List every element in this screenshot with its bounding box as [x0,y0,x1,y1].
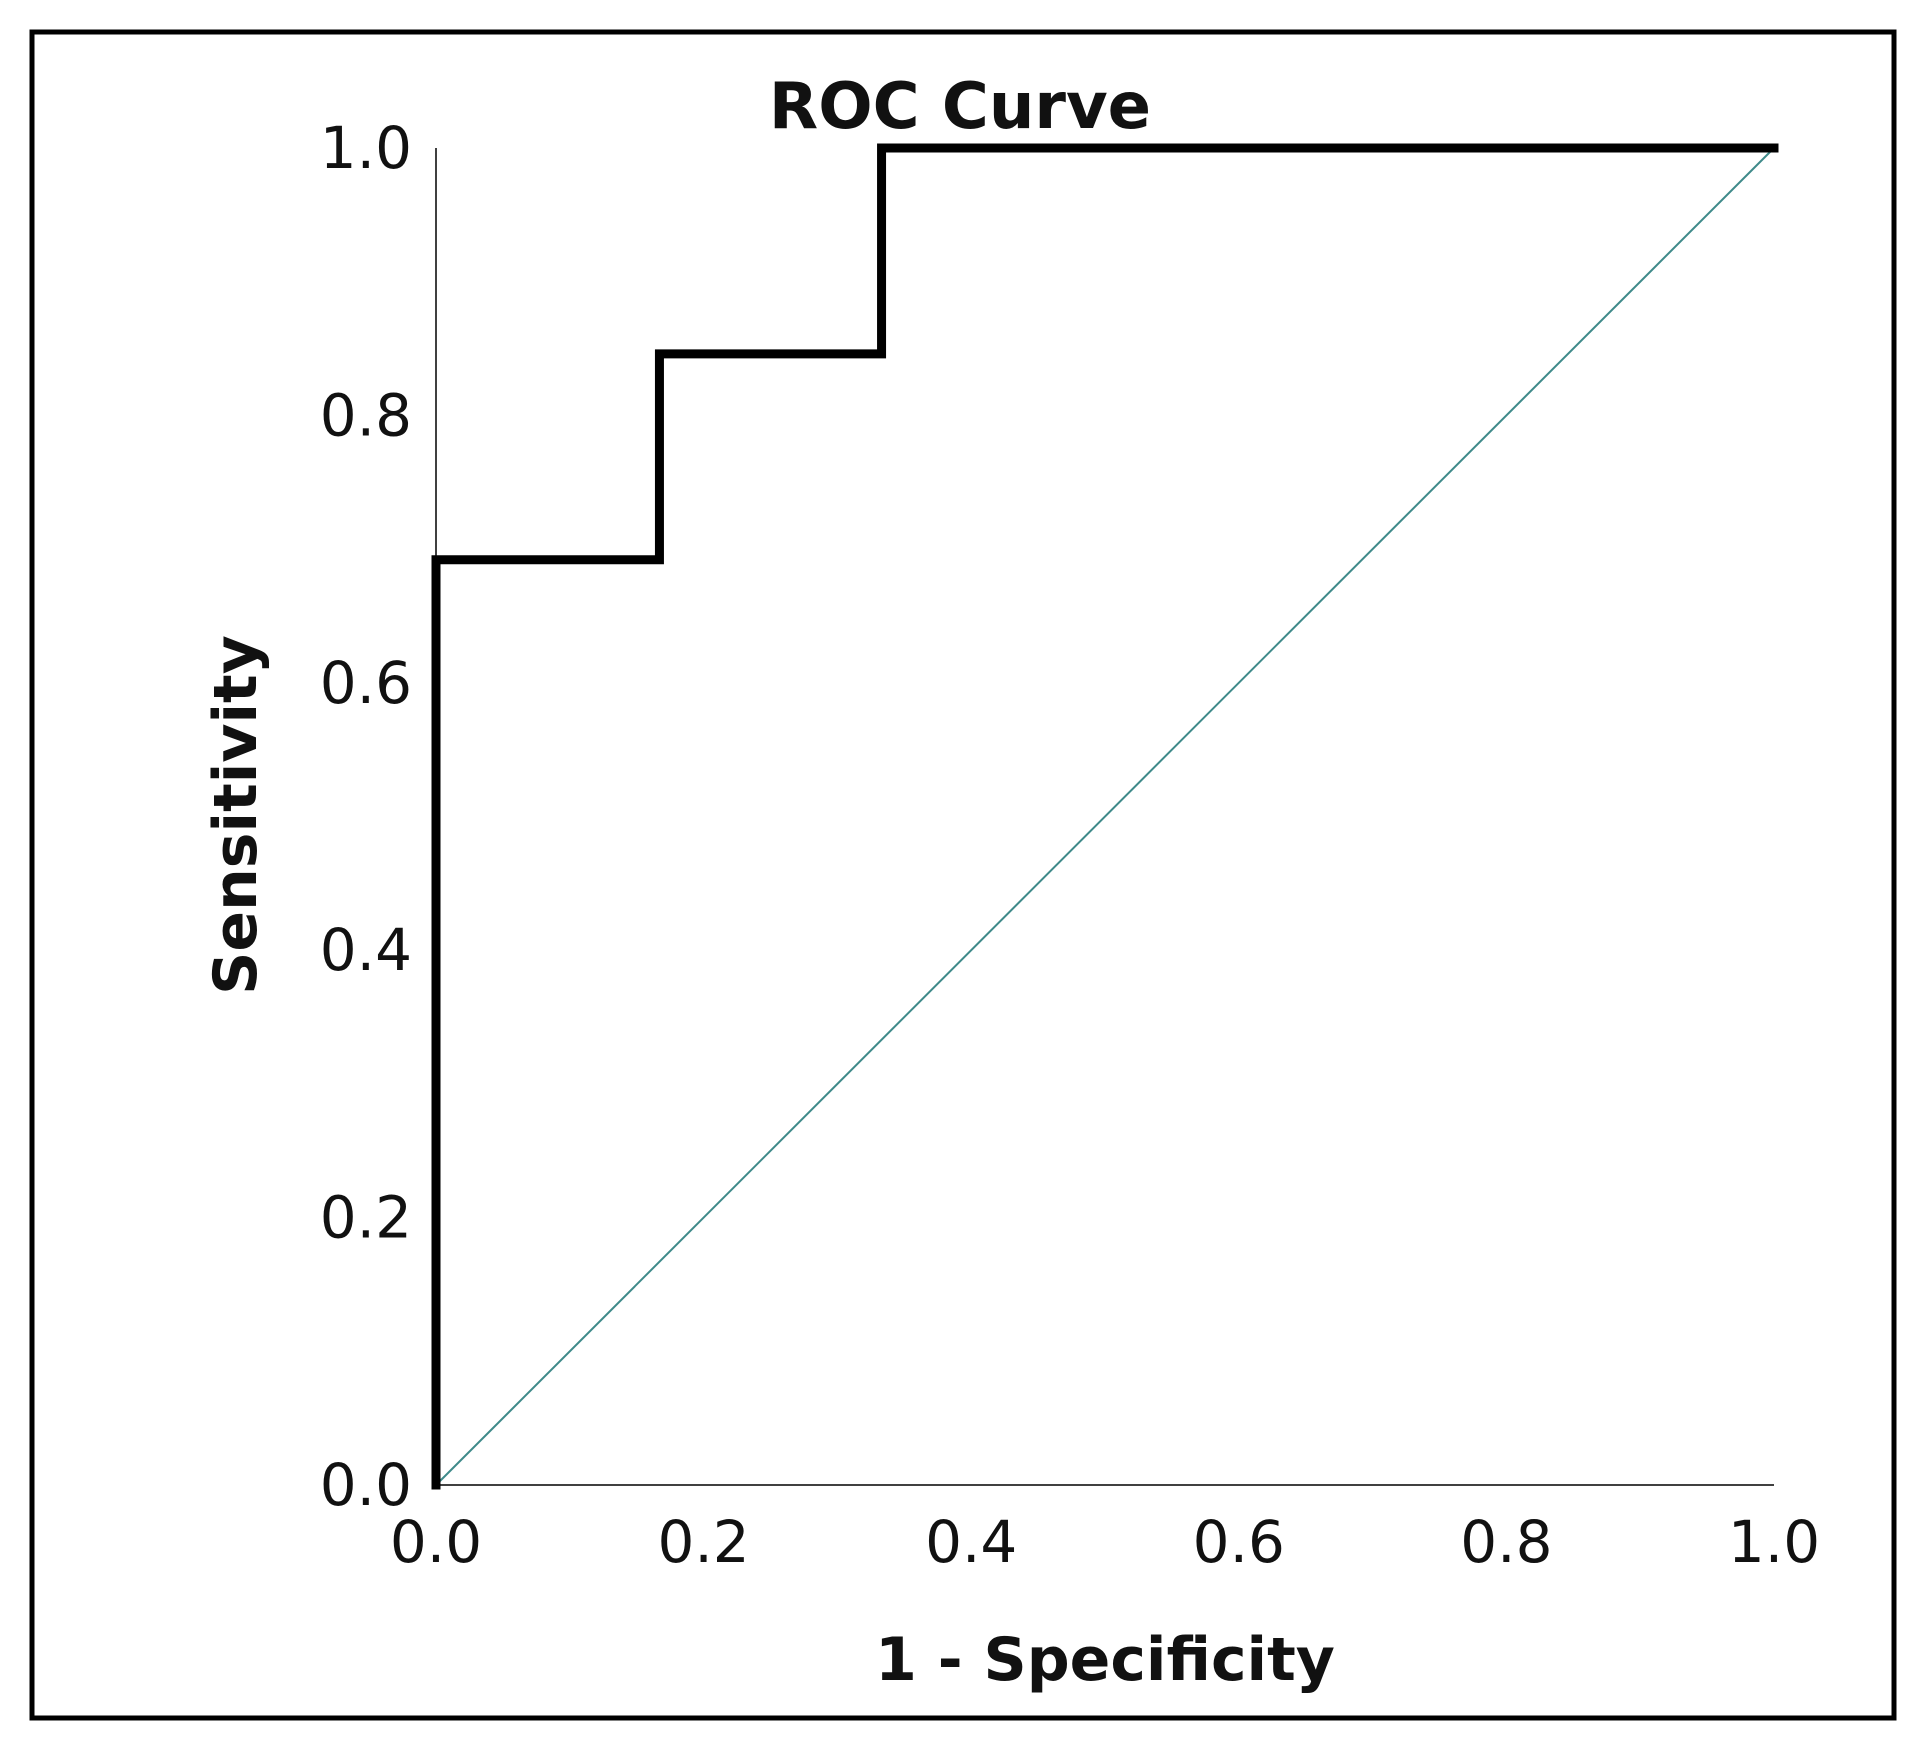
x-tick-label: 0.6 [1193,1508,1285,1576]
y-tick-label: 0.2 [320,1184,412,1252]
y-tick-label: 0.8 [320,381,412,449]
y-tick-label: 0.0 [320,1451,412,1519]
chart-border [29,29,1897,1721]
reference-diagonal-line [435,147,1775,1486]
roc-curve-line [431,143,1779,1490]
y-tick-label: 0.6 [320,649,412,717]
x-axis-title: 1 - Specificity [875,1625,1335,1695]
y-tick-label: 1.0 [320,114,412,182]
y-tick-labels: 0.0 0.2 0.4 0.6 0.8 1.0 [320,114,412,1519]
x-tick-label: 0.8 [1460,1508,1552,1576]
chart-title: ROC Curve [769,70,1151,144]
y-axis-title: Sensitivity [201,635,271,995]
y-tick-label: 0.4 [320,916,412,984]
x-tick-labels: 0.0 0.2 0.4 0.6 0.8 1.0 [390,1508,1820,1576]
x-tick-label: 0.4 [925,1508,1017,1576]
x-tick-label: 0.0 [390,1508,482,1576]
x-tick-label: 1.0 [1728,1508,1820,1576]
x-tick-label: 0.2 [657,1508,749,1576]
